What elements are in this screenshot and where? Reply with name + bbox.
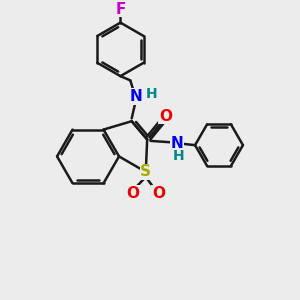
Text: N: N — [170, 136, 183, 151]
Text: S: S — [140, 164, 151, 179]
Text: F: F — [115, 2, 126, 16]
Text: H: H — [146, 87, 157, 101]
Text: H: H — [173, 148, 185, 163]
Text: O: O — [159, 109, 172, 124]
Text: O: O — [152, 186, 165, 201]
Text: N: N — [130, 89, 142, 104]
Text: O: O — [127, 186, 140, 201]
